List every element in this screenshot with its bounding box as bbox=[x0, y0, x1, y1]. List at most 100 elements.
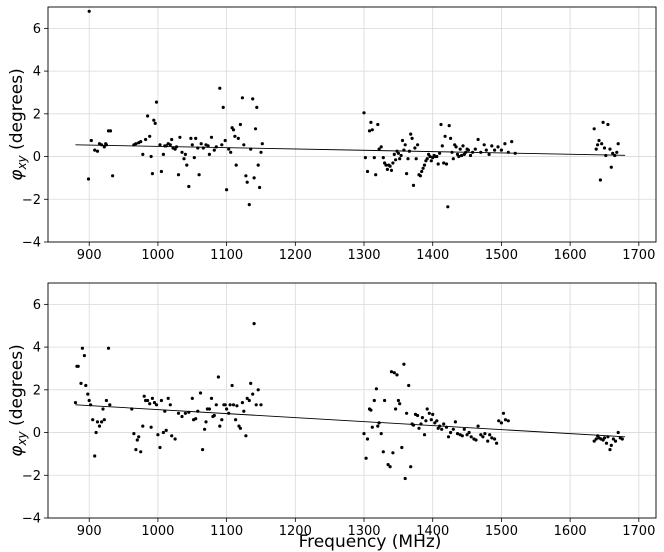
data-point bbox=[253, 127, 258, 131]
data-point bbox=[402, 362, 406, 366]
data-point bbox=[192, 156, 196, 160]
data-point bbox=[490, 144, 494, 148]
data-point bbox=[106, 346, 111, 350]
x-tick-label: 1100 bbox=[210, 524, 243, 539]
data-point bbox=[374, 173, 378, 177]
data-point bbox=[438, 151, 442, 155]
x-tick-label: 900 bbox=[77, 524, 102, 539]
data-point bbox=[142, 394, 146, 398]
data-point bbox=[180, 150, 184, 154]
data-point bbox=[111, 174, 115, 178]
data-point bbox=[435, 154, 439, 159]
data-point bbox=[95, 149, 100, 153]
data-point bbox=[173, 437, 177, 441]
data-point bbox=[236, 136, 240, 140]
data-point bbox=[244, 434, 248, 438]
y-tick-label: 6 bbox=[33, 22, 41, 37]
data-point bbox=[225, 407, 229, 411]
data-point bbox=[608, 147, 612, 151]
data-point bbox=[168, 143, 172, 147]
data-point bbox=[431, 412, 435, 416]
data-point bbox=[230, 383, 234, 388]
y-tick-label: 0 bbox=[33, 150, 41, 165]
data-point bbox=[602, 146, 607, 150]
data-point bbox=[87, 398, 91, 403]
data-point bbox=[183, 152, 187, 156]
data-point bbox=[93, 148, 97, 152]
data-point bbox=[421, 166, 425, 170]
data-point bbox=[592, 439, 596, 443]
data-point bbox=[383, 398, 387, 403]
data-point bbox=[465, 433, 469, 437]
data-point bbox=[245, 396, 249, 400]
data-point bbox=[379, 145, 383, 149]
data-point bbox=[238, 426, 242, 430]
x-tick-label: 1300 bbox=[347, 524, 380, 539]
data-point bbox=[493, 437, 497, 441]
data-point bbox=[428, 154, 432, 159]
data-point bbox=[141, 152, 145, 156]
data-point bbox=[84, 383, 88, 388]
data-point bbox=[76, 364, 80, 368]
data-point bbox=[411, 183, 416, 187]
data-point bbox=[86, 177, 91, 181]
data-point bbox=[229, 150, 233, 154]
data-point bbox=[108, 403, 112, 407]
data-point bbox=[183, 411, 187, 415]
data-point bbox=[613, 439, 618, 443]
data-point bbox=[91, 418, 95, 422]
data-point bbox=[149, 425, 153, 429]
data-point bbox=[362, 111, 366, 115]
data-point bbox=[214, 145, 218, 149]
data-point bbox=[400, 445, 404, 450]
data-point bbox=[148, 402, 152, 406]
data-point bbox=[94, 430, 98, 435]
data-point bbox=[204, 420, 208, 424]
data-point bbox=[164, 428, 168, 432]
data-point bbox=[209, 396, 214, 400]
data-point bbox=[474, 438, 478, 442]
data-point bbox=[391, 451, 395, 455]
data-point bbox=[176, 411, 181, 415]
data-point bbox=[218, 424, 222, 428]
data-point bbox=[79, 381, 83, 385]
data-point bbox=[388, 164, 392, 168]
data-point bbox=[406, 157, 410, 161]
y-axis-label: φxy (degrees) bbox=[7, 344, 29, 457]
data-point bbox=[442, 161, 446, 165]
data-point bbox=[134, 142, 138, 146]
data-point bbox=[446, 205, 450, 209]
data-point bbox=[245, 180, 249, 184]
data-point bbox=[417, 426, 421, 430]
data-point bbox=[203, 427, 207, 431]
data-point bbox=[146, 398, 150, 403]
data-point bbox=[479, 433, 483, 437]
data-point bbox=[260, 142, 264, 146]
y-tick-label: 0 bbox=[33, 426, 41, 441]
data-point bbox=[495, 441, 499, 445]
data-point bbox=[418, 174, 422, 178]
data-point bbox=[410, 136, 414, 140]
data-point bbox=[392, 371, 396, 375]
x-tick-label: 1400 bbox=[416, 248, 449, 263]
data-point bbox=[364, 456, 368, 460]
data-point bbox=[398, 402, 402, 406]
data-point bbox=[615, 150, 619, 154]
data-point bbox=[93, 454, 97, 458]
data-point bbox=[139, 140, 143, 144]
data-point bbox=[407, 383, 411, 388]
data-point bbox=[468, 153, 473, 158]
data-point bbox=[158, 445, 162, 450]
data-point bbox=[244, 174, 248, 178]
data-point bbox=[367, 129, 372, 133]
data-point bbox=[199, 142, 203, 146]
data-point bbox=[259, 150, 263, 154]
data-point bbox=[389, 370, 394, 374]
data-point bbox=[374, 387, 378, 391]
y-tick-label: −2 bbox=[22, 469, 41, 484]
data-point bbox=[369, 408, 373, 412]
data-point bbox=[386, 463, 390, 467]
data-point bbox=[510, 140, 514, 144]
y-tick-label: 4 bbox=[33, 341, 41, 356]
data-point bbox=[454, 145, 458, 149]
